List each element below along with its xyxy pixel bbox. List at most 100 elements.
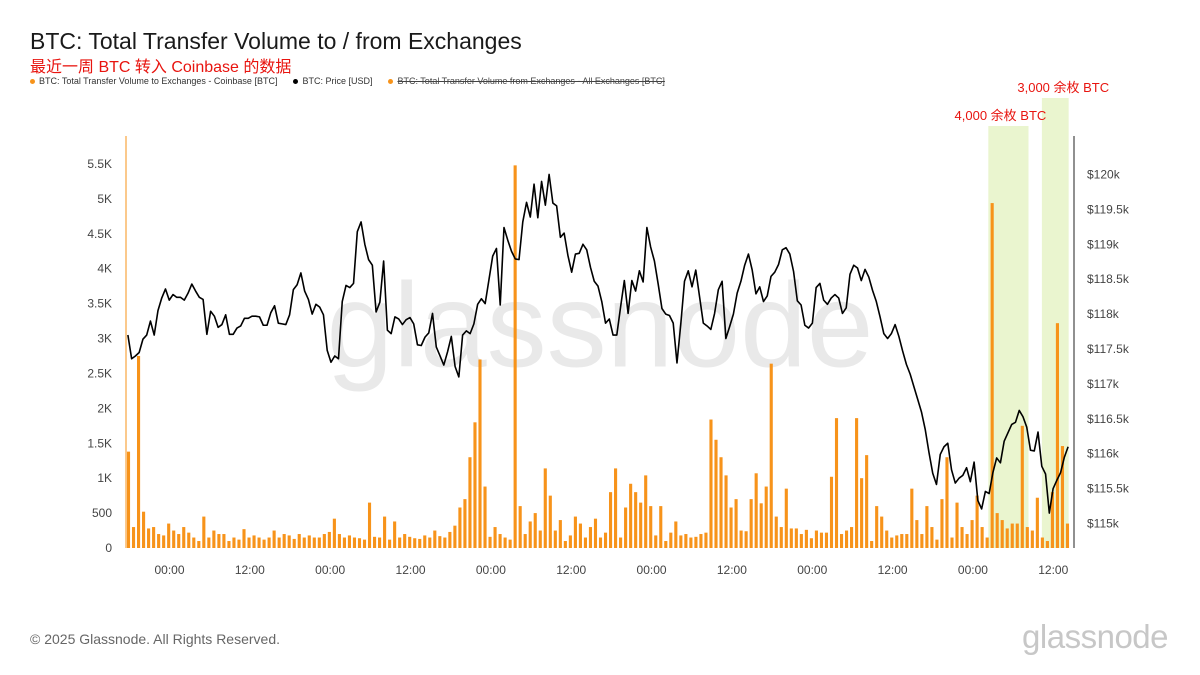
volume-bar	[654, 535, 658, 548]
volume-bar	[970, 520, 974, 548]
volume-bar	[413, 538, 417, 548]
volume-bar	[553, 530, 557, 548]
volume-bar	[885, 530, 889, 548]
volume-bar	[337, 534, 341, 548]
y-right-tick-label: $118.5k	[1087, 272, 1130, 286]
volume-bar	[940, 499, 944, 548]
annotation-label: 4,000 余枚 BTC	[955, 108, 1047, 123]
volume-bar	[850, 527, 854, 548]
volume-bar	[327, 531, 331, 548]
y-right-tick-label: $116k	[1087, 447, 1120, 461]
volume-bar	[739, 530, 743, 548]
y-left-tick-label: 2.5K	[87, 366, 112, 380]
volume-bar	[925, 506, 929, 548]
volume-bar	[533, 513, 537, 548]
volume-bar	[679, 535, 683, 548]
volume-bar	[1000, 520, 1004, 548]
volume-bar	[332, 518, 336, 548]
volume-bar	[910, 488, 914, 548]
volume-bar	[217, 534, 221, 548]
x-tick-label: 12:00	[717, 563, 747, 577]
volume-bar	[277, 537, 281, 548]
volume-bar	[804, 529, 808, 548]
volume-bar	[247, 537, 251, 548]
volume-bar	[624, 507, 628, 548]
legend-item-price[interactable]: BTC: Price [USD]	[293, 76, 372, 86]
volume-bar	[669, 532, 673, 548]
volume-bar	[142, 511, 146, 548]
volume-bar	[865, 455, 869, 548]
volume-bar	[187, 532, 191, 548]
volume-bar	[227, 541, 231, 548]
legend-swatch-price	[293, 78, 299, 84]
volume-bar	[1025, 527, 1029, 548]
volume-bar	[674, 521, 678, 548]
volume-bar	[1060, 446, 1065, 548]
volume-bar	[1055, 323, 1060, 548]
watermark: glassnode	[326, 259, 873, 393]
volume-bar	[598, 537, 603, 548]
volume-bar	[985, 537, 989, 548]
x-tick-label: 00:00	[476, 563, 506, 577]
volume-bar	[573, 516, 577, 548]
y-left-tick-label: 4K	[97, 262, 112, 276]
volume-bar	[834, 418, 839, 548]
volume-bar	[172, 530, 176, 548]
volume-bar	[824, 532, 829, 548]
volume-bar	[483, 486, 487, 548]
volume-bar	[729, 507, 733, 548]
volume-bar	[322, 534, 326, 548]
volume-bar	[799, 534, 803, 548]
legend-item-coinbase-volume[interactable]: BTC: Total Transfer Volume to Exchanges …	[30, 76, 277, 86]
volume-bar	[1040, 537, 1044, 548]
volume-bar	[162, 535, 166, 548]
volume-bar	[639, 502, 643, 548]
volume-bar	[1045, 541, 1049, 548]
volume-bar	[302, 537, 306, 548]
volume-bar	[126, 451, 131, 548]
volume-bar	[990, 203, 994, 549]
legend-item-outflow-volume[interactable]: BTC: Total Transfer Volume from Exchange…	[388, 76, 665, 86]
volume-bar	[890, 537, 894, 548]
volume-bar	[182, 527, 186, 548]
volume-bar	[629, 483, 633, 548]
volume-bar	[593, 518, 598, 548]
y-left-tick-label: 5.5K	[87, 157, 112, 171]
x-tick-label: 00:00	[797, 563, 827, 577]
volume-bar	[403, 534, 407, 548]
volume-bar	[458, 507, 462, 548]
volume-bar	[583, 537, 588, 548]
y-left-tick-label: 4.5K	[87, 227, 112, 241]
volume-bar	[649, 506, 653, 548]
volume-bar	[603, 532, 608, 548]
x-tick-label: 00:00	[315, 563, 345, 577]
volume-bar	[935, 539, 939, 548]
y-left-tick-label: 1K	[97, 471, 112, 485]
volume-bar	[262, 539, 266, 548]
volume-bar	[478, 359, 482, 548]
volume-bar	[588, 527, 593, 548]
volume-bar	[870, 541, 874, 548]
volume-bar	[453, 525, 457, 548]
volume-bar	[222, 534, 226, 548]
volume-bar	[719, 457, 723, 548]
volume-bar	[317, 537, 321, 548]
volume-bar	[508, 539, 512, 548]
legend-label-coinbase-volume: BTC: Total Transfer Volume to Exchanges …	[39, 76, 278, 86]
y-left-tick-label: 3K	[97, 332, 112, 346]
volume-bar	[558, 520, 562, 548]
x-tick-label: 12:00	[396, 563, 426, 577]
volume-bar	[257, 537, 261, 548]
volume-bar	[378, 537, 382, 548]
volume-bar	[709, 419, 713, 548]
volume-bar	[423, 535, 427, 548]
volume-bar	[287, 535, 291, 548]
volume-bar	[202, 516, 206, 548]
volume-bar	[136, 355, 141, 548]
y-right-tick-label: $117k	[1087, 377, 1120, 391]
volume-bar	[694, 536, 698, 548]
volume-bar	[950, 537, 954, 548]
volume-bar	[307, 535, 311, 548]
volume-bar	[167, 523, 171, 548]
